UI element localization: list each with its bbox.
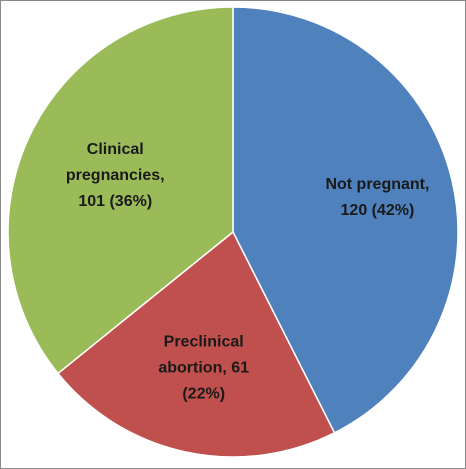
data-label: Clinical [87, 141, 144, 158]
data-label: 101 (36%) [78, 193, 152, 210]
data-label: abortion, 61 [158, 360, 249, 377]
data-label: (22%) [182, 386, 225, 403]
pie-slice [56, 230, 336, 458]
data-label: Preclinical [164, 334, 244, 351]
data-label: pregnancies, [66, 167, 165, 184]
data-label: 120 (42%) [341, 202, 415, 219]
data-label: Not pregnant, [325, 176, 429, 193]
pie-slice [232, 6, 459, 434]
pie-slice [7, 6, 234, 375]
